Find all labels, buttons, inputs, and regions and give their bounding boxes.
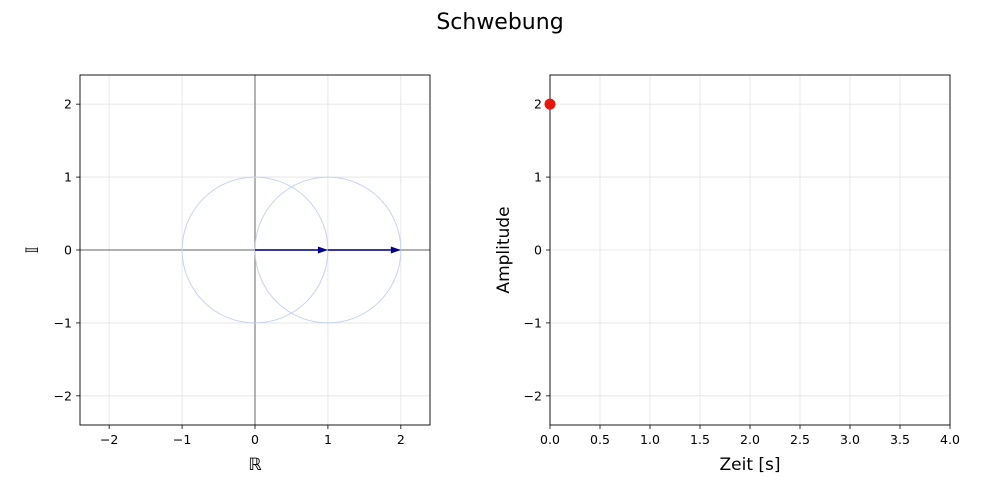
x-tick-label: 3.5 <box>890 432 910 447</box>
y-tick-label: 0 <box>64 243 72 258</box>
y-tick-label: 1 <box>534 170 542 185</box>
y-axis-title: 𝕀 <box>23 247 43 254</box>
y-tick-label: 1 <box>64 170 72 185</box>
y-axis-title: Amplitude <box>494 206 514 293</box>
phasor-arrow-2-head <box>390 246 401 254</box>
y-tick-label: −1 <box>54 315 72 330</box>
phasor-arrow-1-head <box>317 246 328 254</box>
phasor-plot: −2 −1 0 1 2 −2 −1 0 1 2 ℝ 𝕀 <box>23 74 431 475</box>
x-tick-label: 1.0 <box>640 432 660 447</box>
y-tick-label: 0 <box>534 243 542 258</box>
x-tick-label: 1.5 <box>690 432 710 447</box>
x-tick-label: 0 <box>251 432 259 447</box>
y-tick-label: −1 <box>524 315 542 330</box>
plot-frame <box>549 74 951 426</box>
y-tick-label: 2 <box>534 97 542 112</box>
x-tick-label: 1 <box>324 432 332 447</box>
amplitude-point-1 <box>544 98 556 110</box>
x-axis-title: ℝ <box>248 455 262 475</box>
x-tick-label: −2 <box>100 432 118 447</box>
x-tick-label: 2.0 <box>740 432 760 447</box>
x-tick-label: 4.0 <box>940 432 960 447</box>
x-tick-label: 0.5 <box>590 432 610 447</box>
y-tick-label: 2 <box>64 97 72 112</box>
x-tick-label: 2.5 <box>790 432 810 447</box>
x-tick-label: −1 <box>173 432 191 447</box>
x-tick-label: 0.0 <box>540 432 560 447</box>
x-axis-title: Zeit [s] <box>719 455 780 475</box>
x-tick-label: 2 <box>397 432 405 447</box>
x-tick-label: 3.0 <box>840 432 860 447</box>
time-plot: 0.0 0.5 1.0 1.5 2.0 2.5 3.0 3.5 4.0 −2 −1 0 1 2 Zeit [… <box>494 74 960 475</box>
y-tick-label: −2 <box>524 388 542 403</box>
plot-frame <box>79 74 431 426</box>
y-tick-label: −2 <box>54 388 72 403</box>
figure-title: Schwebung <box>436 10 563 35</box>
